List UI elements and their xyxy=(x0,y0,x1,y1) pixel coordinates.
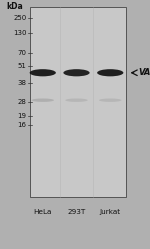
Ellipse shape xyxy=(32,99,54,102)
Text: HeLa: HeLa xyxy=(34,209,52,215)
Text: 250: 250 xyxy=(14,15,27,21)
Ellipse shape xyxy=(65,99,88,102)
Text: Jurkat: Jurkat xyxy=(100,209,121,215)
Ellipse shape xyxy=(63,69,90,76)
Text: VAT1: VAT1 xyxy=(138,68,150,77)
Ellipse shape xyxy=(97,69,123,76)
Text: 70: 70 xyxy=(18,50,27,56)
Text: 38: 38 xyxy=(18,80,27,86)
Ellipse shape xyxy=(99,99,122,102)
Text: kDa: kDa xyxy=(6,2,23,11)
Text: 51: 51 xyxy=(18,63,27,69)
Text: 293T: 293T xyxy=(67,209,86,215)
Ellipse shape xyxy=(30,69,56,76)
Text: 16: 16 xyxy=(18,122,27,128)
Text: 130: 130 xyxy=(13,30,27,36)
Text: 19: 19 xyxy=(18,113,27,119)
Bar xyxy=(30,7,126,197)
Text: 28: 28 xyxy=(18,99,27,105)
